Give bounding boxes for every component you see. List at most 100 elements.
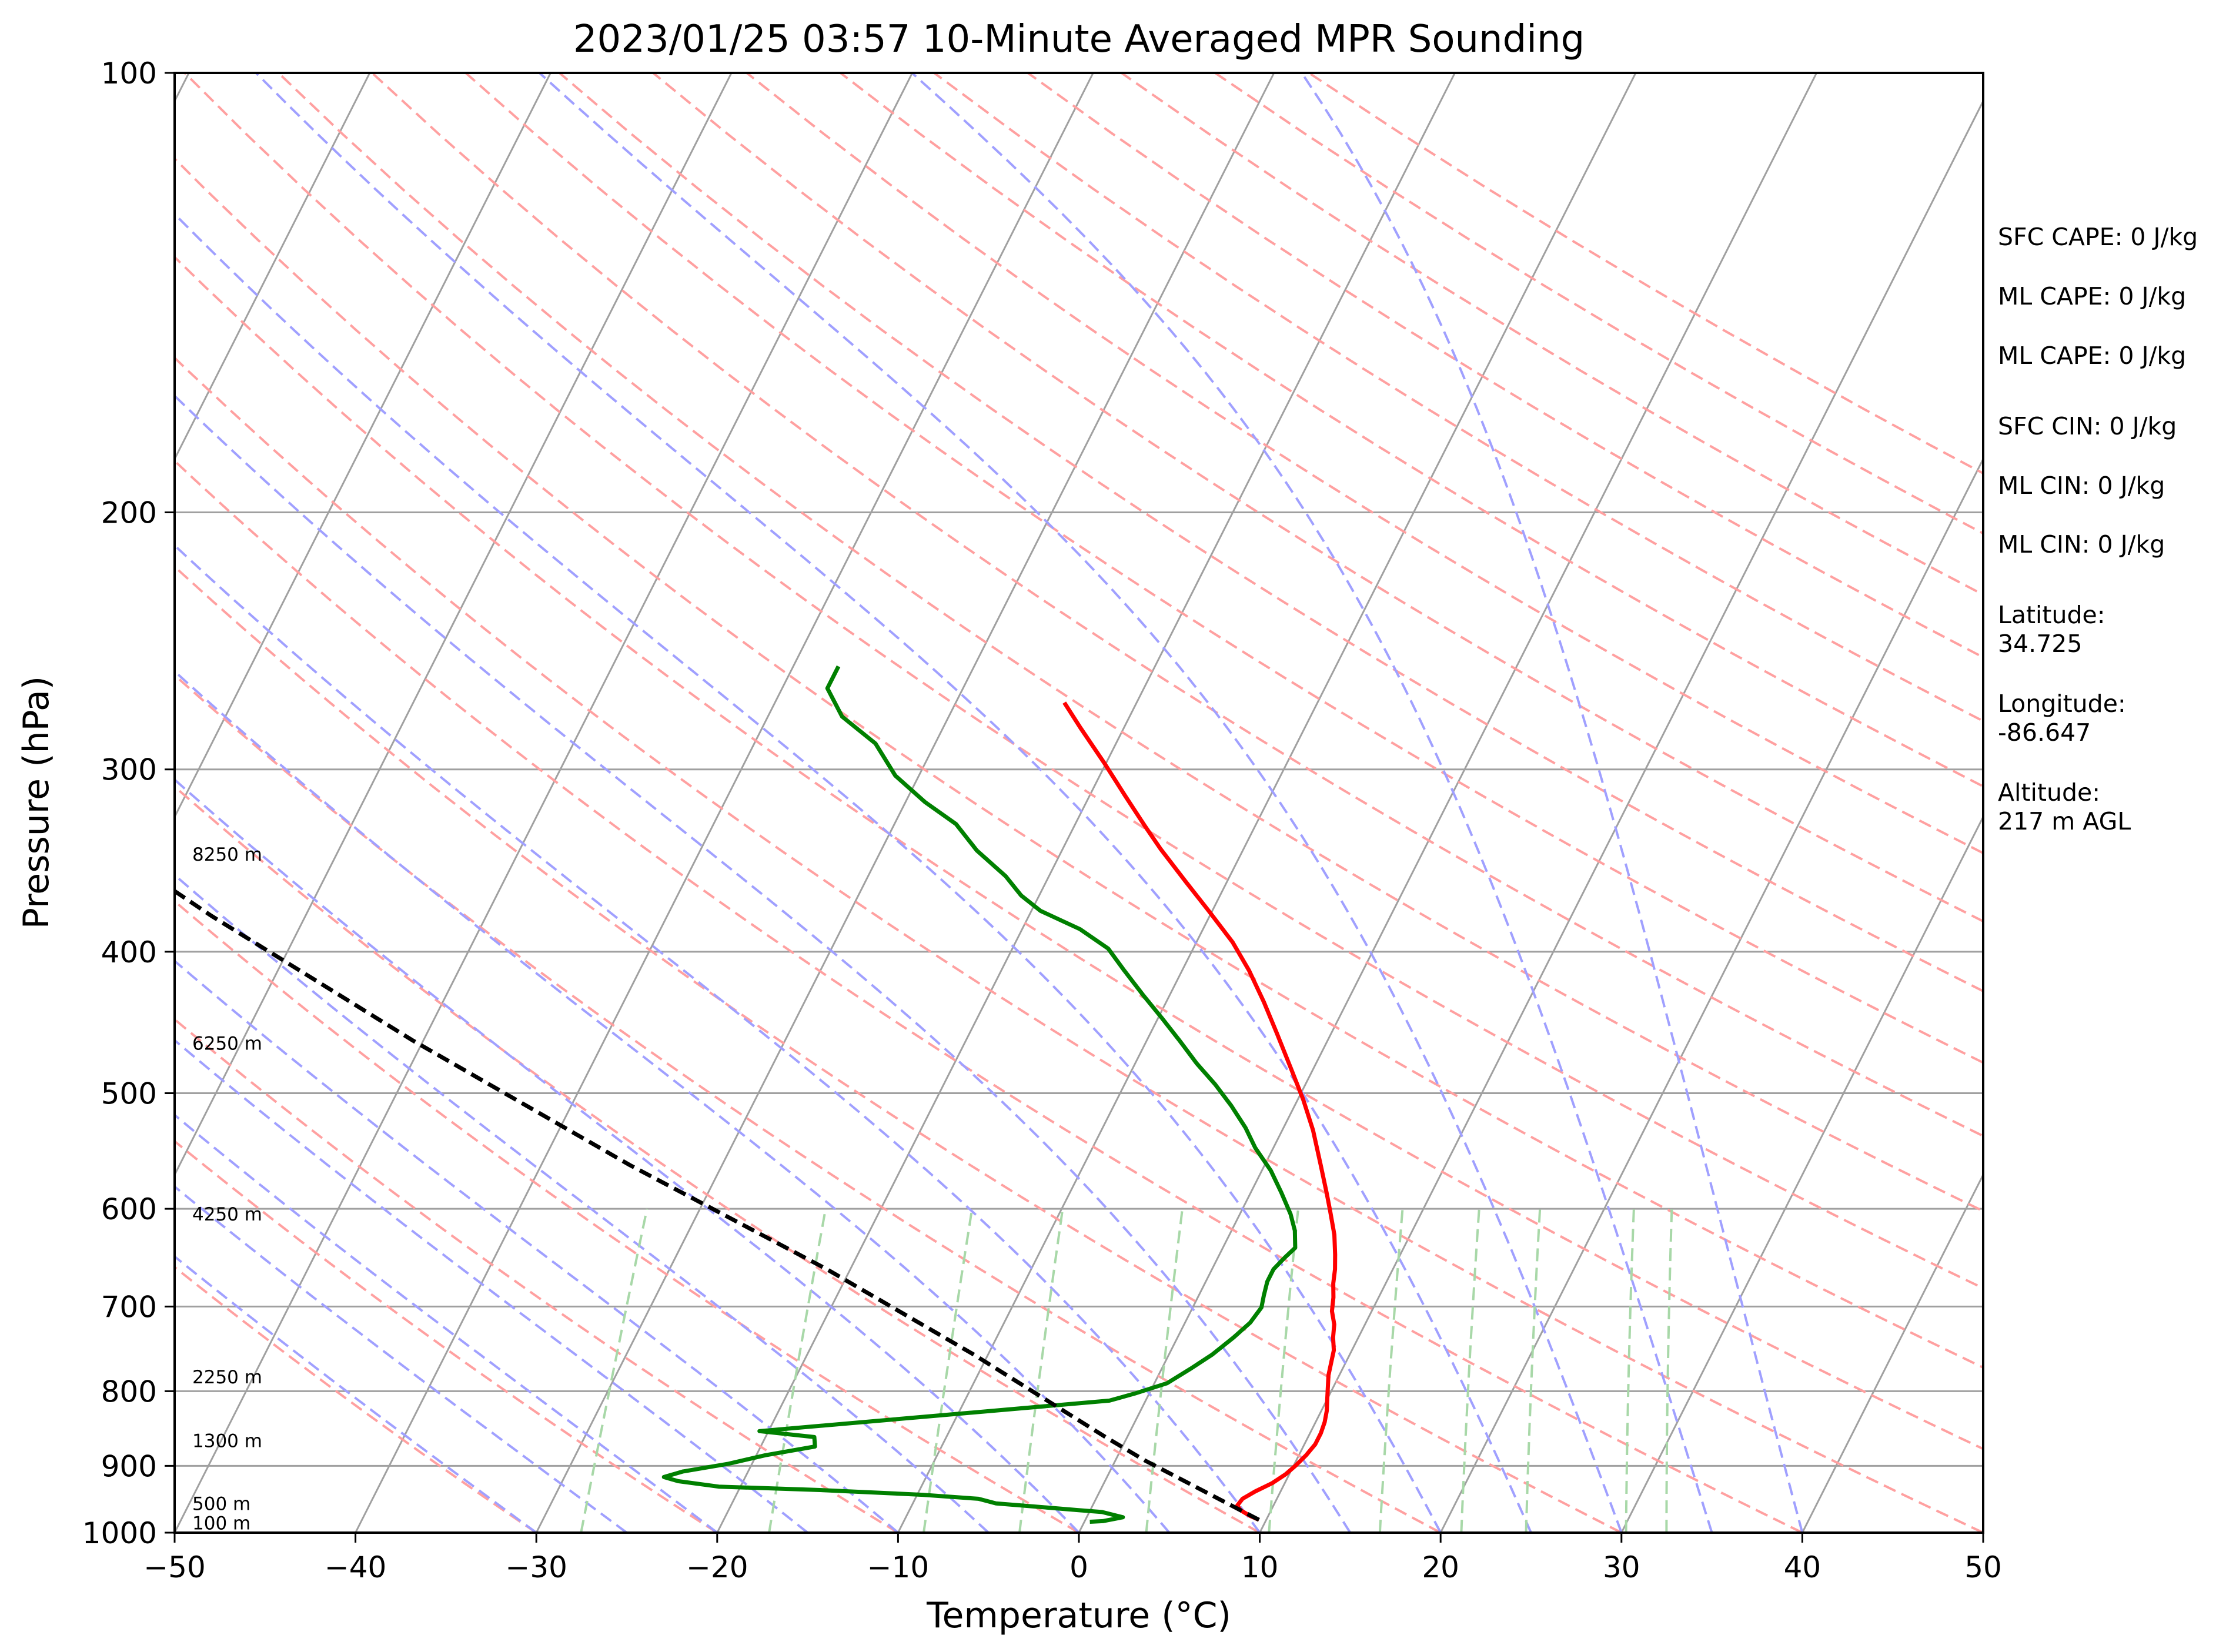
isotherm-line [716,73,1456,1533]
y-tick-label: 800 [101,1375,157,1409]
latitude-value: 34.725 [1998,630,2082,658]
height-label: 4250 m [192,1204,262,1225]
moist-adiabat-line [175,212,1442,1533]
mixing-ratio-line [1145,1208,1184,1533]
isotherm-line [175,73,371,462]
mixing-ratio-line [1378,1208,1404,1533]
moist-adiabat-line [175,873,990,1533]
y-tick-label: 100 [101,56,157,91]
isotherm-line [175,73,913,1533]
mixing-ratio-line [1625,1209,1635,1533]
ml-cin-text: ML CIN: 0 J/kg [1998,471,2165,500]
ml-cape-text-2: ML CAPE: 0 J/kg [1998,342,2186,370]
moist-adiabat-line [175,544,1261,1533]
mixing-ratio-line [1665,1209,1673,1533]
dry-adiabat-line [175,673,1442,1533]
dry-adiabat-line [278,73,1983,1213]
isotherm-line [1620,815,1983,1533]
height-label: 2250 m [192,1367,262,1388]
x-tick-label: 50 [1964,1550,2002,1584]
dry-adiabat-line [175,899,1080,1533]
moist-adiabat-line [175,394,1352,1533]
moist-adiabat-line [539,73,1623,1533]
longitude-value: -86.647 [1998,718,2091,747]
y-tick-label: 500 [101,1077,157,1111]
x-tick-label: 20 [1422,1550,1459,1584]
isotherm-line [535,73,1275,1533]
altitude-value: 217 m AGL [1998,807,2131,835]
x-tick-label: −20 [686,1550,748,1584]
isotherm-line [1259,99,1983,1533]
mixing-ratio-line [1525,1208,1542,1533]
x-tick-label: −10 [867,1550,930,1584]
isotherm-line [175,73,552,819]
height-label: 6250 m [192,1033,262,1054]
dry-adiabat-line [175,1265,537,1533]
moist-adiabat-line [175,670,1171,1533]
y-tick-label: 400 [101,935,157,969]
axis-ticks: −50 −40 −30 −20 −10 0 10 20 30 40 50 100 200 300 400 50… [82,56,2002,1584]
mixing-ratio-line [1268,1208,1299,1533]
dry-adiabat-line [175,565,1622,1533]
isotherm-line [1439,457,1983,1533]
mixing-ratio-line [1018,1208,1064,1533]
dry-adiabat-line [175,785,1261,1533]
isotherm-line [1078,73,1817,1533]
moist-adiabat-line [175,778,1080,1533]
x-tick-label: −40 [325,1550,387,1584]
mixing-ratio-line [923,1208,974,1533]
height-label: 500 m [192,1493,250,1514]
y-tick-label: 300 [101,753,157,787]
x-tick-label: −50 [143,1550,206,1584]
x-tick-label: 30 [1603,1550,1640,1584]
mixing-ratio-line [1460,1208,1480,1533]
moist-adiabat-line [175,1113,718,1533]
x-tick-label: −30 [505,1550,567,1584]
dry-adiabat-line [183,73,1983,1290]
sfc-cape-text: SFC CAPE: 0 J/kg [1998,223,2198,251]
y-tick-label: 1000 [82,1516,157,1550]
dry-adiabat-line [933,73,1983,723]
latitude-label: Latitude: [1998,601,2105,629]
dry-adiabat-line [175,157,1983,1369]
y-tick-label: 600 [101,1192,157,1226]
dry-adiabat-line [175,255,1983,1450]
isotherm-line [1801,1172,1983,1533]
height-label: 1300 m [192,1431,262,1452]
altitude-label: Altitude: [1998,778,2100,807]
mixing-ratio-line [580,1208,649,1533]
dry-adiabat-line [840,73,1983,788]
ml-cin-text-2: ML CIN: 0 J/kg [1998,530,2165,559]
height-label: 8250 m [192,844,262,865]
x-tick-label: 40 [1784,1550,1821,1584]
y-axis-label: Pressure (hPa) [16,676,57,929]
y-tick-label: 700 [101,1290,157,1324]
x-tick-label: 0 [1069,1550,1088,1584]
dry-adiabat-line [559,73,1983,993]
dewpoint-profile [661,665,1298,1524]
dry-adiabat-line [464,73,1983,1064]
moist-adiabat-line [911,73,1713,1533]
isotherm-line [897,73,1637,1533]
y-tick-label: 200 [101,496,157,530]
chart-title: 2023/01/25 03:57 10-Minute Averaged MPR … [573,18,1585,61]
stats-panel: SFC CAPE: 0 J/kg ML CAPE: 0 J/kg ML CAPE… [1998,223,2198,835]
y-tick-label: 900 [101,1449,157,1483]
dry-adiabat-line [175,1139,718,1533]
dry-adiabat-line [1027,73,1983,659]
x-tick-label: 10 [1241,1550,1279,1584]
temperature-profile [1062,701,1338,1522]
sounding-profiles [175,665,1338,1524]
x-axis-label: Temperature (°C) [926,1595,1231,1636]
height-label: 100 m [192,1513,250,1534]
isotherm-line [175,73,733,1177]
sfc-cin-text: SFC CIN: 0 J/kg [1998,412,2177,440]
moist-adiabat-line [1301,73,1804,1533]
isotherm-line [355,73,1094,1533]
moist-adiabat-line [175,1038,808,1533]
parcel-profile [175,888,1260,1522]
longitude-label: Longitude: [1998,690,2126,718]
ml-cape-text: ML CAPE: 0 J/kg [1998,282,2186,310]
